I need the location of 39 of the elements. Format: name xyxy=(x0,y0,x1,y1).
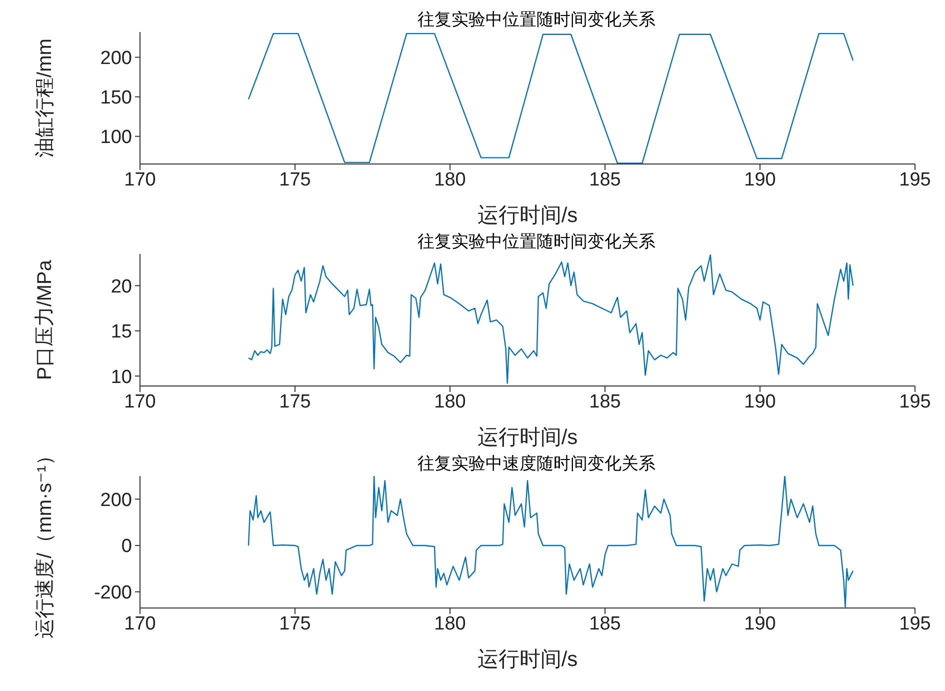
y-axis-title: P口压力/MPa xyxy=(34,259,56,380)
x-tick-label: 195 xyxy=(899,169,931,190)
x-axis-title: 运行时间/s xyxy=(477,426,578,449)
y-tick-label: 10 xyxy=(110,366,132,388)
line-series xyxy=(248,32,854,164)
x-tick-label: 190 xyxy=(744,169,776,190)
y-axis-title: 油缸行程/mm xyxy=(34,38,56,158)
x-tick-label: 185 xyxy=(589,613,621,634)
x-tick-label: 190 xyxy=(744,613,776,634)
x-tick-label: 185 xyxy=(589,169,621,190)
y-tick-label: 15 xyxy=(110,322,132,343)
line-series xyxy=(248,254,854,384)
x-tick-label: 175 xyxy=(279,391,311,412)
x-tick-label: 180 xyxy=(434,613,466,634)
y-axis-title: 运行速度/（mm·s⁻¹） xyxy=(34,446,56,638)
chart-title: 往复实验中位置随时间变化关系 xyxy=(416,9,656,31)
x-axis-title: 运行时间/s xyxy=(477,648,578,671)
line-series xyxy=(248,476,854,608)
x-tick-label: 175 xyxy=(279,169,311,190)
x-tick-label: 170 xyxy=(124,169,156,190)
x-tick-label: 195 xyxy=(899,391,931,412)
y-tick-label: 0 xyxy=(121,536,132,558)
chart-title: 往复实验中速度随时间变化关系 xyxy=(416,453,656,475)
x-tick-label: 170 xyxy=(124,391,156,412)
x-tick-label: 190 xyxy=(744,391,776,412)
y-tick-label: -200 xyxy=(94,582,132,604)
y-tick-label: 20 xyxy=(110,276,132,298)
x-tick-label: 170 xyxy=(124,613,156,634)
y-tick-label: 100 xyxy=(100,127,132,148)
y-tick-label: 200 xyxy=(100,490,132,511)
x-tick-label: 195 xyxy=(899,613,931,634)
x-axis-title: 运行时间/s xyxy=(477,204,578,227)
y-tick-label: 150 xyxy=(100,88,132,109)
x-tick-label: 180 xyxy=(434,391,466,412)
x-tick-label: 185 xyxy=(589,391,621,412)
x-tick-label: 180 xyxy=(434,169,466,190)
y-tick-label: 200 xyxy=(100,48,132,70)
x-tick-label: 175 xyxy=(279,613,311,634)
chart-title: 往复实验中位置随时间变化关系 xyxy=(416,231,656,253)
